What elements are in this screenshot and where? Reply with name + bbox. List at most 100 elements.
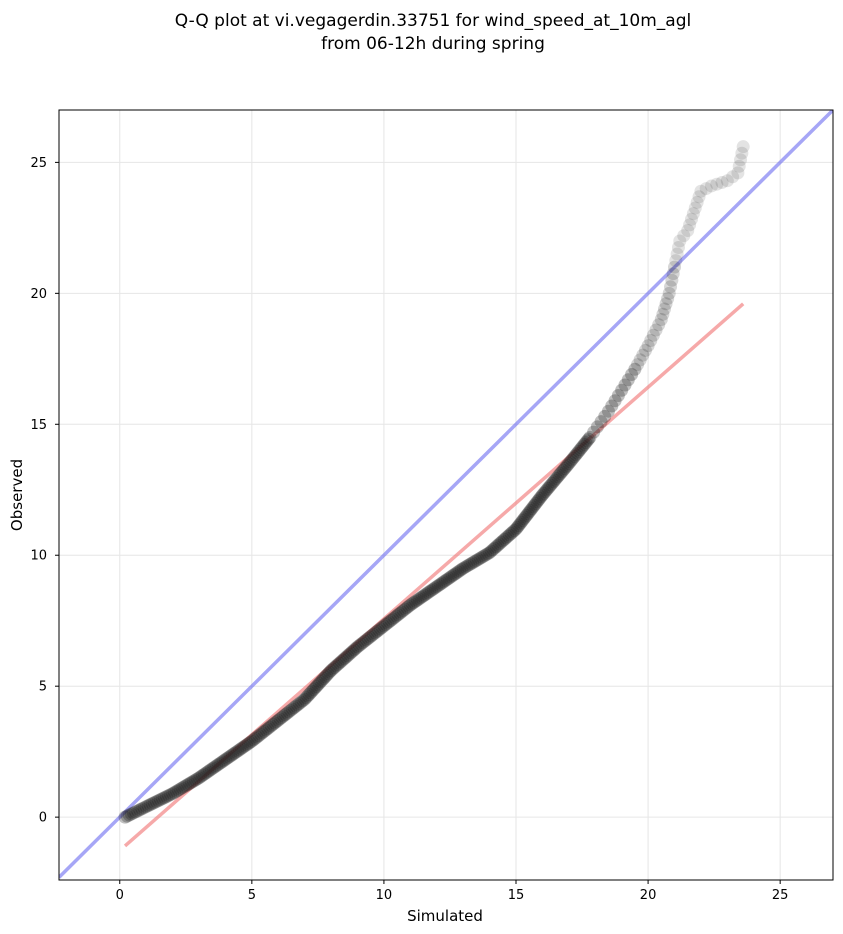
data-point bbox=[250, 730, 264, 744]
data-point bbox=[731, 166, 745, 180]
data-point bbox=[196, 768, 210, 782]
data-point bbox=[245, 734, 259, 748]
data-point bbox=[611, 388, 625, 402]
data-point bbox=[489, 540, 503, 554]
data-point bbox=[497, 532, 511, 546]
data-point bbox=[419, 587, 433, 601]
data-point bbox=[516, 514, 530, 528]
x-tick-label: 0 bbox=[116, 888, 124, 903]
data-point bbox=[213, 756, 227, 770]
data-point bbox=[155, 792, 169, 806]
data-point bbox=[233, 743, 247, 757]
data-point bbox=[484, 544, 498, 558]
data-point bbox=[386, 612, 400, 626]
data-point bbox=[483, 546, 497, 560]
data-point bbox=[368, 626, 382, 640]
data-point bbox=[628, 362, 642, 376]
data-point bbox=[277, 709, 291, 723]
data-point bbox=[526, 500, 540, 514]
data-point bbox=[179, 779, 193, 793]
data-point bbox=[541, 481, 555, 495]
data-point bbox=[560, 458, 574, 472]
data-point bbox=[284, 703, 298, 717]
data-point bbox=[522, 505, 536, 519]
data-point bbox=[529, 497, 543, 511]
data-point bbox=[352, 639, 366, 653]
data-point bbox=[499, 531, 513, 545]
data-point bbox=[664, 280, 678, 294]
data-point bbox=[231, 744, 245, 758]
data-point bbox=[370, 625, 384, 639]
data-point bbox=[124, 807, 138, 821]
data-point bbox=[259, 723, 273, 737]
data-point bbox=[177, 780, 191, 794]
data-point bbox=[735, 146, 749, 160]
data-point bbox=[141, 799, 155, 813]
x-tick-label: 15 bbox=[508, 888, 525, 903]
data-point bbox=[686, 207, 700, 221]
data-point bbox=[583, 430, 597, 444]
identity-line bbox=[59, 110, 833, 879]
data-point bbox=[657, 302, 671, 316]
data-point bbox=[264, 719, 278, 733]
data-point bbox=[486, 543, 500, 557]
data-point bbox=[337, 652, 351, 666]
data-point bbox=[143, 798, 157, 812]
data-point bbox=[451, 565, 465, 579]
data-point bbox=[145, 797, 159, 811]
data-point bbox=[183, 776, 197, 790]
data-point bbox=[405, 597, 419, 611]
data-point bbox=[222, 750, 236, 764]
data-point bbox=[382, 615, 396, 629]
data-point bbox=[618, 378, 632, 392]
data-point bbox=[520, 508, 534, 522]
data-point bbox=[229, 745, 243, 759]
data-point bbox=[358, 634, 372, 648]
data-point bbox=[439, 574, 453, 588]
data-point bbox=[147, 796, 161, 810]
data-point bbox=[462, 558, 476, 572]
data-point bbox=[467, 555, 481, 569]
data-point bbox=[692, 190, 706, 204]
data-point bbox=[275, 710, 289, 724]
data-point bbox=[458, 560, 472, 574]
data-point bbox=[506, 525, 520, 539]
data-point bbox=[238, 739, 252, 753]
fit-line bbox=[123, 302, 745, 848]
data-point bbox=[211, 757, 225, 771]
data-point bbox=[442, 571, 456, 585]
data-point bbox=[565, 453, 579, 467]
data-point bbox=[677, 229, 691, 243]
data-point bbox=[403, 598, 417, 612]
data-point bbox=[530, 495, 544, 509]
data-point bbox=[301, 689, 315, 703]
data-point bbox=[684, 212, 698, 226]
data-point bbox=[688, 201, 702, 215]
data-point bbox=[203, 764, 217, 778]
data-point bbox=[552, 468, 566, 482]
data-point bbox=[440, 572, 454, 586]
data-point bbox=[262, 720, 276, 734]
data-point bbox=[184, 775, 198, 789]
data-point bbox=[525, 502, 539, 516]
data-point bbox=[298, 692, 312, 706]
data-point bbox=[215, 755, 229, 769]
data-point bbox=[464, 557, 478, 571]
data-point bbox=[494, 535, 508, 549]
data-point bbox=[662, 286, 676, 300]
data-point bbox=[331, 658, 345, 672]
data-point bbox=[608, 394, 622, 408]
data-point bbox=[466, 556, 480, 570]
data-point bbox=[175, 781, 189, 795]
data-point bbox=[491, 538, 505, 552]
data-point bbox=[387, 611, 401, 625]
data-point bbox=[563, 455, 577, 469]
data-point bbox=[673, 234, 687, 248]
data-point bbox=[496, 534, 510, 548]
data-point bbox=[149, 795, 163, 809]
data-point bbox=[562, 457, 576, 471]
data-point bbox=[447, 567, 461, 581]
data-point bbox=[227, 746, 241, 760]
data-point bbox=[220, 751, 234, 765]
data-point bbox=[421, 586, 435, 600]
